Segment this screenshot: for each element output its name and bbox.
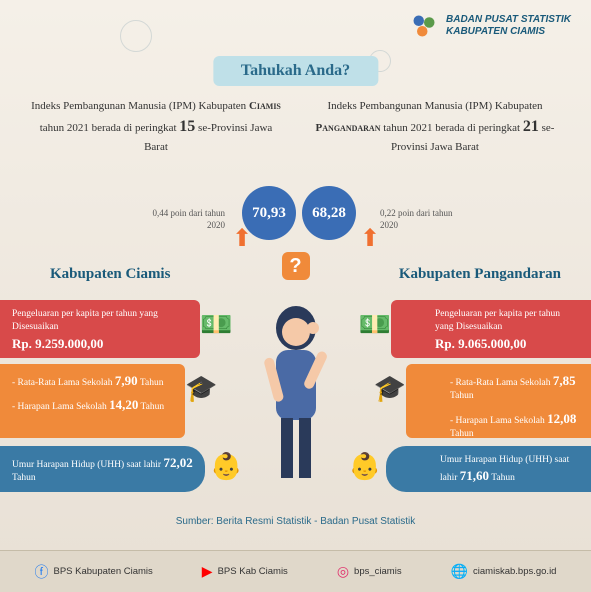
globe-icon: 🌐 (451, 563, 468, 580)
money-icon: 💵 (200, 310, 232, 340)
ipm-pangandaran-box: Indeks Pembangunan Manusia (IPM) Kabupat… (309, 98, 561, 155)
footer-website[interactable]: 🌐 ciamiskab.bps.go.id (451, 563, 557, 580)
graduation-icon: 🎓 (185, 374, 217, 404)
footer-ig-text: bps_ciamis (354, 566, 402, 577)
youtube-icon: ▶ (202, 563, 213, 580)
arrow-up-icon: ⬆ (232, 224, 252, 253)
ipm-ciamis-box: Indeks Pembangunan Manusia (IPM) Kabupat… (30, 98, 282, 155)
footer-yt-text: BPS Kab Ciamis (218, 566, 288, 577)
card-spend-ciamis: Pengeluaran per kapita per tahun yang Di… (0, 300, 200, 358)
footer: ⓕ BPS Kabupaten Ciamis ▶ BPS Kab Ciamis … (0, 550, 591, 592)
header-org2: KABUPATEN CIAMIS (446, 26, 571, 38)
header-org1: BADAN PUSAT STATISTIK (446, 14, 571, 26)
score-pangandaran: 68,28 (302, 186, 356, 240)
footer-web-text: ciamiskab.bps.go.id (473, 566, 556, 577)
baby-icon: 👶 (349, 452, 381, 482)
footer-facebook[interactable]: ⓕ BPS Kabupaten Ciamis (35, 562, 153, 582)
footer-youtube[interactable]: ▶ BPS Kab Ciamis (202, 563, 288, 580)
question-mark-icon: ? (282, 252, 310, 280)
card-uhh-pangandaran: Umur Harapan Hidup (UHH) saat lahir 71,6… (386, 446, 591, 492)
footer-fb-text: BPS Kabupaten Ciamis (54, 566, 153, 577)
instagram-icon: ◎ (337, 563, 349, 580)
arrow-up-icon: ⬆ (360, 224, 380, 253)
thinking-person-icon (241, 290, 351, 490)
source-text: Sumber: Berita Resmi Statistik - Badan P… (0, 516, 591, 527)
delta-pangandaran: 0,22 poin dari tahun 2020 (380, 208, 460, 231)
card-spend-pangandaran: Pengeluaran per kapita per tahun yang Di… (391, 300, 591, 358)
card-uhh-ciamis: Umur Harapan Hidup (UHH) saat lahir 72,0… (0, 446, 205, 492)
facebook-icon: ⓕ (35, 562, 49, 582)
page-title: Tahukah Anda? (213, 56, 378, 86)
delta-ciamis: 0,44 poin dari tahun 2020 (145, 208, 225, 231)
card-school-pangandaran: - Rata-Rata Lama Sekolah 7,85 Tahun - Ha… (406, 364, 591, 438)
header: BADAN PUSAT STATISTIK KABUPATEN CIAMIS (410, 12, 571, 40)
footer-instagram[interactable]: ◎ bps_ciamis (337, 563, 402, 580)
graduation-icon: 🎓 (374, 374, 406, 404)
card-school-ciamis: - Rata-Rata Lama Sekolah 7,90 Tahun - Ha… (0, 364, 185, 438)
bps-logo-icon (410, 12, 438, 40)
baby-icon: 👶 (210, 452, 242, 482)
money-icon: 💵 (359, 310, 391, 340)
region-pangandaran-title: Kabupaten Pangandaran (399, 266, 561, 283)
region-ciamis-title: Kabupaten Ciamis (50, 266, 170, 283)
